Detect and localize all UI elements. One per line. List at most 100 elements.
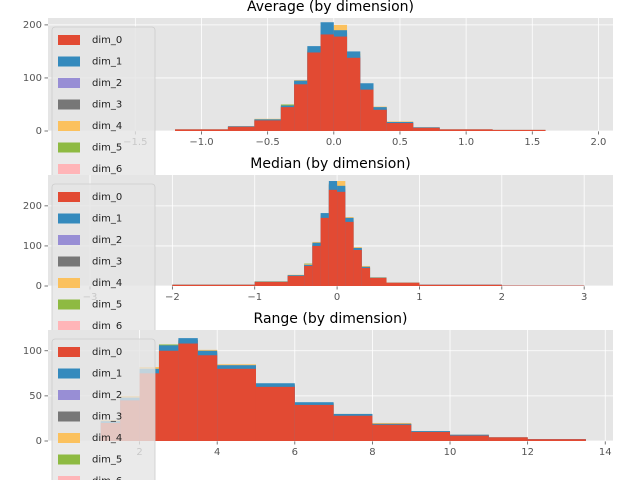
histogram-bar <box>411 431 451 441</box>
legend-label: dim_6 <box>92 321 122 332</box>
legend-label: dim_3 <box>92 100 122 111</box>
x-tick-label: −0.5 <box>256 137 280 148</box>
x-tick-label: 4 <box>214 447 220 458</box>
x-tick-label: 2.0 <box>590 137 606 148</box>
legend-swatch <box>58 454 80 465</box>
legend-label: dim_5 <box>92 455 122 466</box>
legend-label: dim_6 <box>92 476 122 480</box>
histogram-bar <box>370 277 387 286</box>
histogram-bar <box>304 265 313 286</box>
histogram-bar <box>347 57 361 132</box>
histogram-bar <box>386 282 420 286</box>
legend-label: dim_0 <box>92 347 122 358</box>
legend-label: dim_2 <box>92 78 122 89</box>
legend-swatch <box>58 321 80 331</box>
histogram-bar <box>386 123 414 131</box>
histogram-bar <box>294 404 334 441</box>
legend-swatch <box>58 35 80 45</box>
legend-swatch <box>58 433 80 443</box>
histogram-bar <box>197 355 218 441</box>
x-tick-label: −1.0 <box>189 137 213 148</box>
x-tick-label: 8 <box>369 447 375 458</box>
histogram-bar <box>439 129 493 131</box>
legend-label: dim_4 <box>92 121 122 132</box>
legend-label: dim_3 <box>92 412 122 423</box>
histogram-bar <box>328 189 338 286</box>
histogram-bar <box>287 275 305 286</box>
x-tick-label: 12 <box>521 447 534 458</box>
x-tick-label: 0.0 <box>326 137 342 148</box>
chart-title: Median (by dimension) <box>250 156 410 172</box>
histogram-bar <box>227 126 255 131</box>
histogram-bar <box>255 386 295 441</box>
histogram-bar <box>488 437 528 441</box>
histogram-bar <box>345 221 354 286</box>
histogram-bar <box>361 267 371 286</box>
x-tick-label: −1 <box>247 292 262 303</box>
histogram-bar <box>158 350 179 441</box>
histogram-bar <box>254 120 281 131</box>
x-tick-label: 0 <box>334 292 340 303</box>
x-tick-label: 1.5 <box>524 137 540 148</box>
x-tick-label: 2 <box>499 292 505 303</box>
x-tick-label: 3 <box>581 292 587 303</box>
legend-swatch <box>58 299 80 310</box>
histogram-bar <box>280 107 295 131</box>
x-tick-label: 0.5 <box>392 137 408 148</box>
histogram-bar <box>307 52 321 131</box>
legend-label: dim_2 <box>92 235 122 246</box>
histogram-bar <box>527 439 586 441</box>
x-tick-label: 1.0 <box>458 137 474 148</box>
legend-swatch <box>58 256 80 267</box>
histogram-bar <box>333 36 348 132</box>
legend-swatch <box>58 121 80 131</box>
legend-swatch <box>58 347 80 357</box>
y-tick-label: 200 <box>23 201 42 212</box>
histogram-bar <box>360 89 374 131</box>
legend-label: dim_1 <box>92 214 122 225</box>
histogram-bar <box>254 281 288 286</box>
legend-label: dim_5 <box>92 300 122 311</box>
y-tick-label: 50 <box>29 391 42 402</box>
x-tick-label: 1 <box>416 292 422 303</box>
y-tick-label: 0 <box>36 436 42 447</box>
y-tick-label: 100 <box>23 73 42 84</box>
legend-swatch <box>58 411 80 422</box>
legend-swatch <box>58 56 80 67</box>
x-tick-label: −2 <box>165 292 180 303</box>
chart-title: Average (by dimension) <box>247 0 414 15</box>
histogram-bar <box>413 127 440 131</box>
histogram-bar <box>337 191 346 286</box>
y-tick-label: 100 <box>23 346 42 357</box>
histogram-bar <box>217 368 256 441</box>
legend-label: dim_5 <box>92 143 122 154</box>
histogram-bar <box>320 217 329 286</box>
legend-label: dim_3 <box>92 257 122 268</box>
histogram-bar <box>312 245 321 286</box>
legend-swatch <box>58 78 80 88</box>
legend-label: dim_0 <box>92 192 122 203</box>
x-tick-label: 14 <box>599 447 612 458</box>
histogram-bar <box>373 109 387 131</box>
y-tick-label: 0 <box>36 281 42 292</box>
legend-swatch <box>58 164 80 174</box>
legend-label: dim_2 <box>92 390 122 401</box>
legend-label: dim_6 <box>92 164 122 175</box>
legend-swatch <box>58 476 80 480</box>
legend-label: dim_1 <box>92 57 122 68</box>
legend-label: dim_4 <box>92 433 122 444</box>
legend-swatch <box>58 368 80 379</box>
histogram-bar <box>333 415 373 441</box>
legend-swatch <box>58 213 80 224</box>
chart-title: Range (by dimension) <box>254 311 408 327</box>
legend-swatch <box>58 390 80 400</box>
histogram-bar <box>492 129 546 131</box>
legend-swatch <box>58 235 80 245</box>
histogram-bar <box>175 129 228 131</box>
histogram-bar <box>294 84 308 131</box>
x-tick-label: 6 <box>292 447 298 458</box>
legend-label: dim_1 <box>92 369 122 380</box>
legend-swatch <box>58 192 80 202</box>
y-tick-label: 100 <box>23 241 42 252</box>
